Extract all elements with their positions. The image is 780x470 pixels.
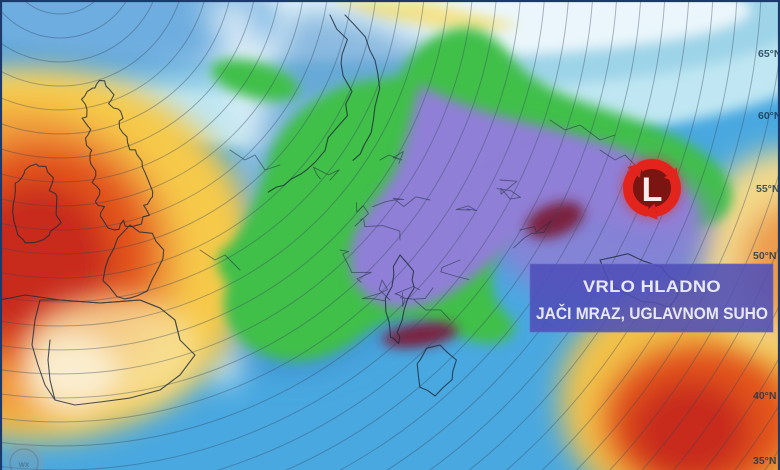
svg-text:65°N: 65°N	[758, 48, 780, 60]
svg-text:50°N: 50°N	[753, 250, 776, 262]
svg-text:VRLO HLADNO: VRLO HLADNO	[583, 277, 721, 296]
svg-text:35°N: 35°N	[753, 455, 776, 467]
svg-text:WX: WX	[19, 462, 30, 469]
svg-text:55°N: 55°N	[756, 183, 779, 195]
svg-text:60°N: 60°N	[758, 110, 780, 122]
svg-text:L: L	[642, 171, 663, 209]
svg-text:JAČI MRAZ, UGLAVNOM SUHO: JAČI MRAZ, UGLAVNOM SUHO	[536, 304, 768, 323]
svg-text:40°N: 40°N	[753, 390, 776, 402]
